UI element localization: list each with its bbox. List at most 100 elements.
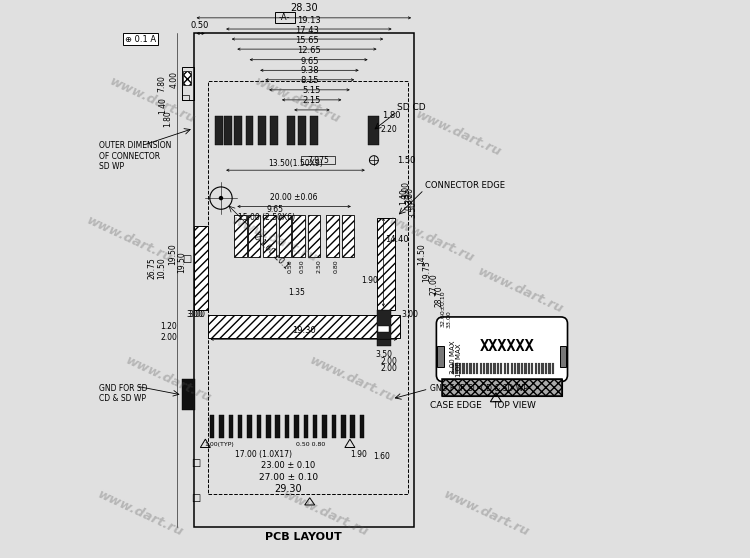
Bar <box>538 363 540 374</box>
Text: 1.60: 1.60 <box>374 452 390 461</box>
Bar <box>341 415 346 438</box>
Bar <box>466 363 468 374</box>
Bar <box>298 116 306 145</box>
Bar <box>490 363 492 374</box>
Text: 0.50: 0.50 <box>300 259 305 272</box>
Bar <box>452 363 454 374</box>
Text: www.dart.ru: www.dart.ru <box>442 488 532 539</box>
Bar <box>308 215 320 257</box>
Bar <box>274 12 295 23</box>
Bar <box>472 363 475 374</box>
Text: 5.15: 5.15 <box>302 86 321 95</box>
Bar <box>520 363 523 374</box>
Bar <box>210 415 214 438</box>
Text: PCB LAYOUT: PCB LAYOUT <box>266 532 342 542</box>
Text: 1.35: 1.35 <box>289 288 305 297</box>
Bar <box>294 415 298 438</box>
Text: ⊕ 0.1 A: ⊕ 0.1 A <box>125 35 156 44</box>
Text: 3.30: 3.30 <box>406 187 415 204</box>
Text: 1.90: 1.90 <box>361 276 378 285</box>
Text: 10.50: 10.50 <box>158 257 166 278</box>
Text: 14.40: 14.40 <box>385 235 409 244</box>
Text: 15.65: 15.65 <box>295 36 319 45</box>
Text: □: □ <box>190 458 200 468</box>
Text: 33.00: 33.00 <box>446 310 452 328</box>
Text: 19.50: 19.50 <box>178 252 187 273</box>
Bar <box>518 363 520 374</box>
Text: www.dart.ru: www.dart.ru <box>230 214 320 266</box>
Bar <box>535 363 537 374</box>
Bar <box>548 363 550 374</box>
Text: 9.65: 9.65 <box>266 205 283 214</box>
Bar <box>263 215 276 257</box>
Text: CONNECTOR EDGE: CONNECTOR EDGE <box>425 181 506 190</box>
Text: Ø 1.60 ±0.1: Ø 1.60 ±0.1 <box>252 232 290 271</box>
Text: 20.00 ±0.06: 20.00 ±0.06 <box>270 193 318 202</box>
Text: 12.65: 12.65 <box>297 46 320 55</box>
Text: 3.00: 3.00 <box>401 181 410 198</box>
Bar <box>214 116 223 145</box>
Bar <box>292 215 304 257</box>
Text: 27.00 ± 0.10: 27.00 ± 0.10 <box>259 473 318 482</box>
Text: www.dart.ru: www.dart.ru <box>107 75 197 126</box>
Text: 0.50: 0.50 <box>288 259 292 272</box>
Text: 0.30: 0.30 <box>404 194 413 210</box>
Text: 9.38: 9.38 <box>301 66 319 75</box>
Bar <box>360 415 364 438</box>
Text: 29.30: 29.30 <box>274 484 302 494</box>
Text: 7.975: 7.975 <box>308 156 329 165</box>
Text: 26.75: 26.75 <box>147 257 156 278</box>
Text: www.dart.ru: www.dart.ru <box>414 108 504 160</box>
Bar <box>194 226 208 310</box>
Text: XXXXXX: XXXXXX <box>480 339 535 354</box>
Text: 1.80: 1.80 <box>163 110 172 127</box>
Bar <box>500 363 502 374</box>
Bar <box>514 363 516 374</box>
Bar <box>470 363 472 374</box>
Bar <box>279 215 291 257</box>
Bar <box>542 363 544 374</box>
Bar <box>341 215 354 257</box>
Text: 3.00 MAX: 3.00 MAX <box>450 340 456 374</box>
Text: 1.40: 1.40 <box>158 98 167 114</box>
Bar <box>266 415 271 438</box>
Bar <box>350 415 355 438</box>
Text: 1.90: 1.90 <box>350 450 367 459</box>
Bar <box>256 415 261 438</box>
Bar <box>462 363 464 374</box>
Text: 28.70: 28.70 <box>435 285 444 306</box>
Text: 3.50: 3.50 <box>375 350 392 359</box>
Bar <box>368 116 379 145</box>
Bar <box>376 310 391 346</box>
Text: www.dart.ru: www.dart.ru <box>280 488 370 539</box>
Text: -A-: -A- <box>279 13 290 22</box>
Text: 1.00 MAX: 1.00 MAX <box>456 343 462 377</box>
Bar <box>182 379 195 410</box>
Text: 3.00: 3.00 <box>187 310 204 319</box>
Text: www.dart.ru: www.dart.ru <box>85 214 175 266</box>
Bar <box>494 363 496 374</box>
Text: 4.00: 4.00 <box>170 71 178 88</box>
Text: 9.65: 9.65 <box>300 57 319 66</box>
Text: OUTER DIMENSION
OF CONNECTOR
SD WP: OUTER DIMENSION OF CONNECTOR SD WP <box>99 141 172 171</box>
Bar <box>194 33 414 527</box>
Bar <box>229 415 233 438</box>
Text: 3.00: 3.00 <box>402 310 418 319</box>
Bar <box>459 363 461 374</box>
Bar <box>275 415 280 438</box>
Bar <box>238 415 242 438</box>
Text: 1.50: 1.50 <box>398 156 416 165</box>
Bar <box>248 415 252 438</box>
Text: 17.43: 17.43 <box>296 26 320 35</box>
Bar <box>322 415 327 438</box>
Bar <box>248 215 260 257</box>
Text: www.dart.ru: www.dart.ru <box>124 354 214 405</box>
Text: 2.00: 2.00 <box>381 357 398 366</box>
Text: 2.00: 2.00 <box>381 364 398 373</box>
Bar <box>224 116 232 145</box>
Text: 17.00 (1.0X17): 17.00 (1.0X17) <box>235 450 292 459</box>
Circle shape <box>219 196 224 200</box>
Text: □: □ <box>190 493 200 503</box>
Bar <box>503 363 506 374</box>
Bar <box>437 346 444 367</box>
